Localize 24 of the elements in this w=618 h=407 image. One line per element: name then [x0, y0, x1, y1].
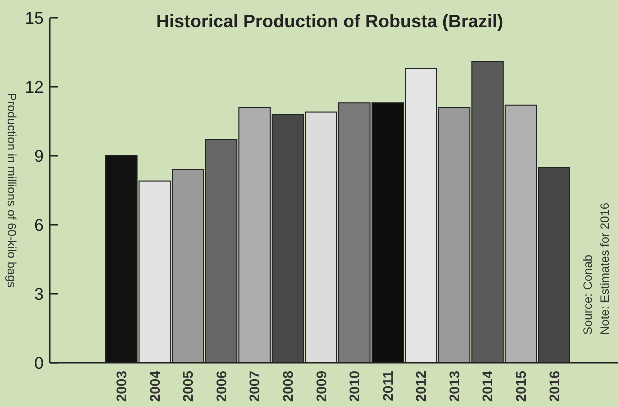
y-tick-label: 3 — [34, 284, 44, 304]
y-tick-label: 15 — [25, 8, 44, 28]
x-tick-label: 2010 — [346, 370, 363, 402]
x-tick-label: 2014 — [480, 370, 496, 402]
x-tick-label: 2008 — [280, 370, 296, 402]
y-axis-title: Production in millions of 60-kilo bags — [4, 93, 19, 288]
x-tick-label: 2015 — [512, 370, 529, 402]
text: Note: Estimates for 2016 — [598, 202, 612, 335]
x-tick-label: 2005 — [180, 370, 196, 402]
x-tick-label: 2006 — [213, 370, 230, 402]
x-tick-label: 2004 — [146, 370, 163, 402]
x-tick-label: 2003 — [114, 370, 130, 402]
y-tick-label: 6 — [34, 216, 44, 235]
y-tick-label: 9 — [34, 146, 44, 166]
x-tick-label: 2012 — [413, 370, 430, 402]
x-tick-label: 2011 — [380, 370, 396, 402]
source-note: Source: Conab — [581, 254, 596, 335]
x-tick-label: 2007 — [246, 370, 263, 402]
x-tick-label: 2013 — [446, 370, 462, 402]
chart-title: Historical Production of Robusta (Brazil) — [156, 11, 504, 32]
y-tick-label: 12 — [25, 78, 44, 97]
x-tick-label: 2016 — [546, 370, 562, 402]
y-tick-label: 0 — [34, 354, 44, 373]
x-tick-label: 2009 — [313, 370, 330, 402]
